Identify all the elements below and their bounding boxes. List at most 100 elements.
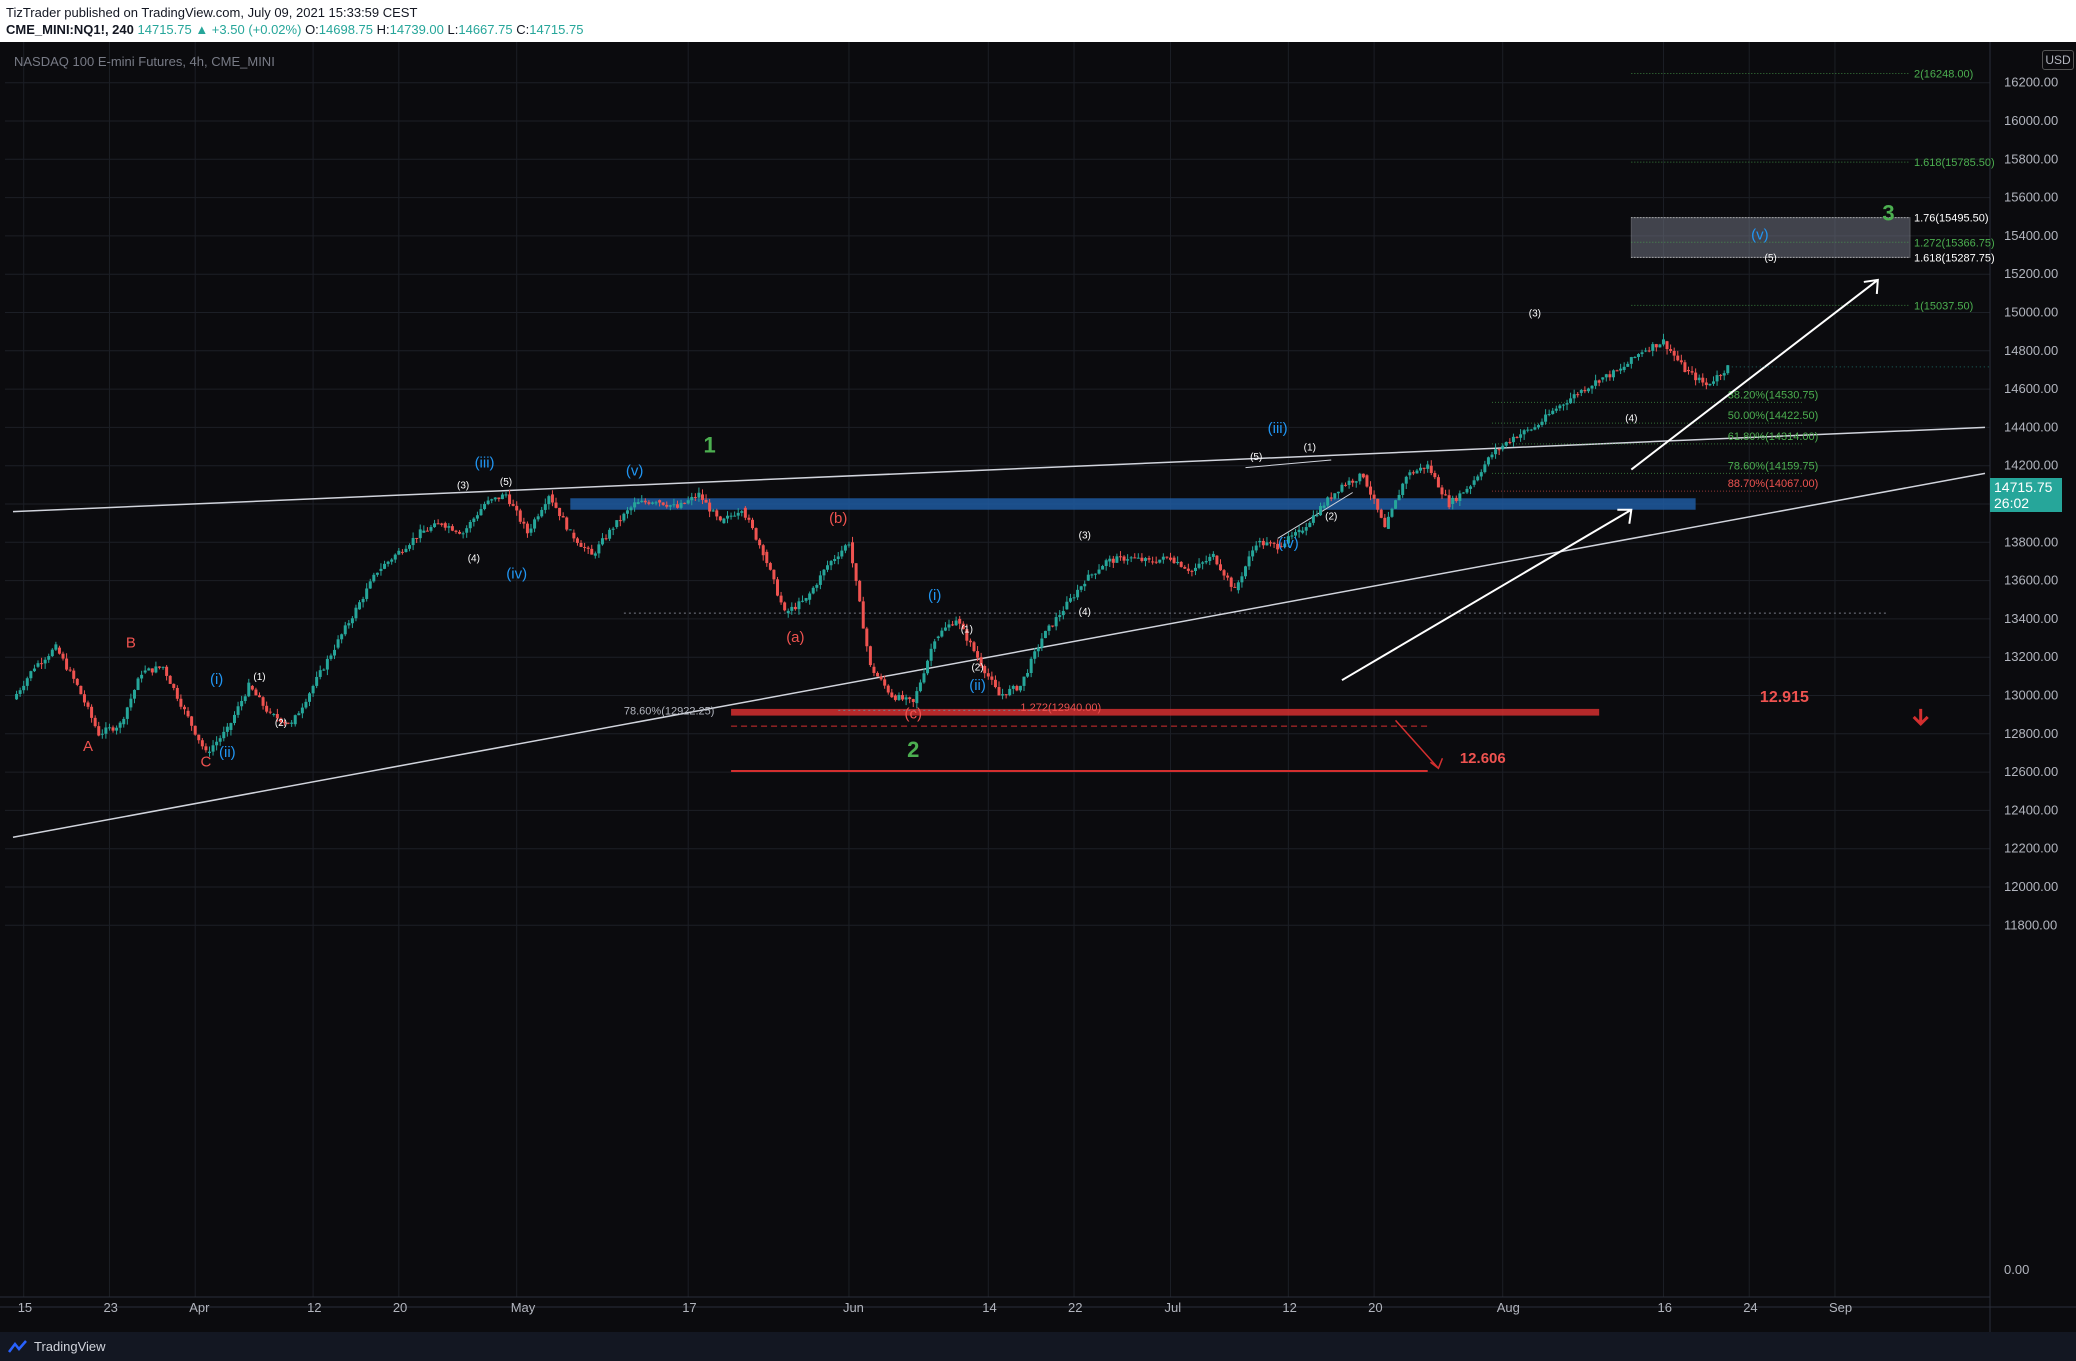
candle-body (911, 699, 915, 702)
candle-body (1351, 480, 1355, 483)
price-chart[interactable]: 16200.0016000.0015800.0015600.0015400.00… (0, 42, 2076, 1332)
candle-body (1054, 617, 1058, 627)
wave-label: 1 (704, 432, 716, 457)
candle-body (1033, 651, 1037, 659)
candle-body (736, 512, 740, 516)
candle-body (1708, 383, 1712, 386)
wave-label: (iii) (475, 455, 495, 472)
candle-body (1026, 673, 1030, 677)
candle-body (475, 515, 479, 519)
candle-body (904, 697, 908, 700)
brand-label[interactable]: TradingView (34, 1339, 106, 1354)
candle-body (697, 492, 701, 498)
candle-body (82, 694, 86, 703)
candle-body (590, 548, 594, 555)
candle-body (1672, 350, 1676, 356)
fib-level-label: 1.76(15495.50) (1914, 213, 1989, 225)
candle-body (1558, 405, 1562, 409)
candle-body (350, 618, 354, 624)
candle-body (1168, 557, 1172, 560)
candle-body (333, 649, 337, 656)
candle-body (240, 700, 244, 707)
candle-body (536, 516, 540, 520)
candle-body (1065, 601, 1069, 610)
candle-body (247, 682, 251, 697)
wave-label: (iv) (506, 566, 527, 583)
candle-body (1244, 566, 1247, 577)
x-tick-label: 17 (682, 1300, 696, 1315)
candle-body (865, 628, 869, 647)
candle-body (79, 685, 83, 695)
wave-label: (a) (786, 629, 804, 646)
ohlc-high-key: H: (376, 22, 390, 37)
candle-body (179, 698, 183, 707)
candle-body (365, 588, 369, 599)
candle-body (550, 494, 554, 503)
candle-body (740, 511, 744, 513)
candle-body (1451, 497, 1455, 504)
fib-level-label: 1(15037.50) (1914, 300, 1973, 312)
candle-body (1154, 561, 1158, 563)
candle-body (1208, 556, 1212, 562)
candle-body (1269, 542, 1273, 544)
ohlc-low: 14667.75 (458, 22, 513, 37)
wave-label: (2) (971, 663, 983, 674)
candle-body (265, 705, 269, 712)
candle-body (86, 702, 90, 707)
candle-body (1193, 567, 1197, 572)
candle-body (440, 523, 444, 525)
candle-body (250, 685, 254, 690)
candle-body (561, 516, 565, 518)
candle-body (304, 701, 308, 708)
candle-body (329, 655, 333, 659)
y-tick-label: 14400.00 (2004, 419, 2058, 434)
fib-level-label: 1.618(15287.75) (1914, 252, 1995, 264)
candle-body (879, 676, 883, 680)
candle-body (261, 697, 265, 706)
x-tick-label: 22 (1068, 1300, 1082, 1315)
wave-label: 2 (907, 737, 919, 762)
candle-body (297, 713, 301, 716)
candle-body (1340, 484, 1344, 492)
countdown: 26:02 (1994, 495, 2030, 511)
candle-body (668, 505, 672, 507)
candle-body (1597, 380, 1601, 383)
candle-body (236, 706, 240, 715)
wave-label: (c) (905, 705, 923, 722)
candle-body (715, 510, 719, 517)
candle-body (1236, 582, 1240, 591)
candle-body (383, 563, 387, 569)
candle-body (629, 507, 633, 511)
candle-body (1669, 349, 1673, 351)
candle-body (1504, 441, 1508, 446)
candle-body (472, 518, 476, 522)
chart-area[interactable]: 16200.00 16000.00 15800.00 15600.00 15400.00… (0, 42, 2076, 1332)
candle-body (1186, 568, 1190, 571)
candle-body (275, 714, 279, 719)
candle-body (986, 673, 990, 677)
tradingview-logo-icon[interactable] (8, 1340, 28, 1353)
x-tick-label: Aug (1497, 1300, 1520, 1315)
candle-body (375, 572, 379, 575)
candle-body (1022, 676, 1026, 686)
candle-body (1501, 445, 1505, 450)
candle-body (1301, 530, 1305, 533)
candle-body (1697, 377, 1701, 381)
candle-body (1415, 470, 1419, 474)
candle-body (1015, 686, 1019, 691)
candle-body (1304, 527, 1308, 531)
currency-badge[interactable]: USD (2042, 50, 2074, 70)
x-tick-label: Jul (1164, 1300, 1181, 1315)
wave-label: (1) (253, 672, 265, 683)
symbol[interactable]: CME_MINI:NQ1!, 240 (6, 22, 134, 37)
y-tick-label: 14600.00 (2004, 381, 2058, 396)
candle-body (1361, 473, 1365, 478)
publisher-line: TizTrader published on TradingView.com, … (6, 5, 418, 20)
candle-body (1051, 625, 1055, 627)
candle-body (650, 502, 654, 504)
candle-body (104, 727, 108, 734)
candle-body (868, 646, 872, 666)
candle-body (1640, 352, 1644, 355)
candle-body (1726, 365, 1730, 374)
candle-body (861, 601, 865, 629)
